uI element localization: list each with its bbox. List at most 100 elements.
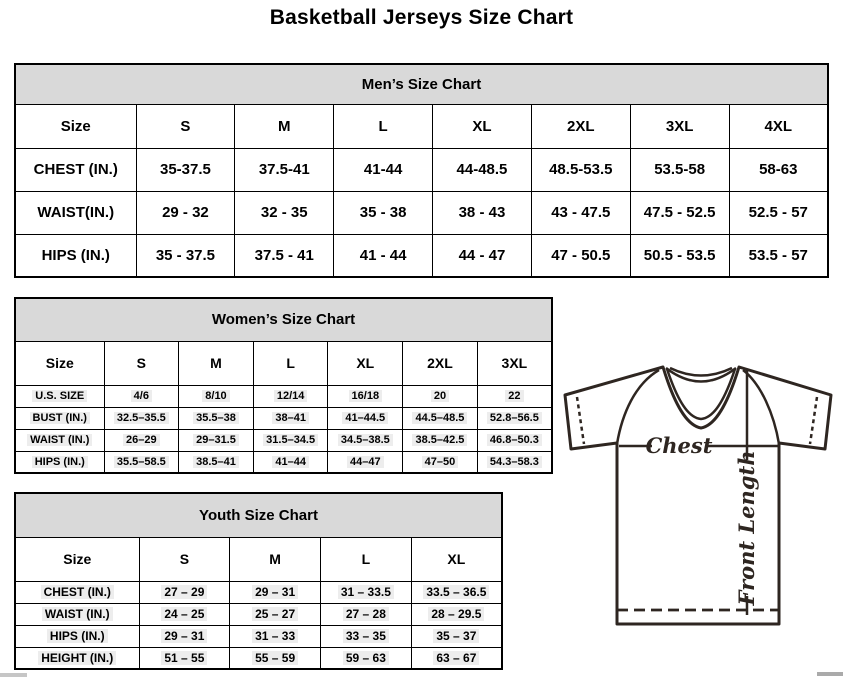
table-row: CHEST (IN.) 35-37.5 37.5-41 41-44 44-48.5 48.…	[14, 147, 829, 192]
collar-inner-line	[665, 368, 737, 421]
column-header: S	[103, 340, 180, 386]
size-value: 35 - 37.5	[155, 246, 216, 264]
row-label-cell: CHEST (IN.)	[14, 147, 137, 192]
size-value-cell: 29 – 31	[229, 580, 321, 604]
size-value: 44-48.5	[456, 161, 508, 178]
column-header: 3XL	[476, 340, 553, 386]
column-header: 3XL	[629, 103, 730, 149]
size-value-cell: 38 - 43	[432, 190, 532, 235]
jersey-outline-drawing: Chest Front Length	[563, 365, 833, 626]
size-value: 51 – 55	[161, 650, 208, 665]
horizontal-scrollbar-fragment-left[interactable]	[0, 673, 27, 677]
womens-size-chart-table: Women’s Size Chart Size S M L XL 2XL 3XL U.S. SI…	[14, 297, 553, 474]
row-label: HEIGHT (IN.)	[38, 650, 117, 665]
row-label-cell: HIPS (IN.)	[14, 450, 105, 474]
table-row: WAIST (IN.) 26–29 29–31.5 31.5–34.5 34.5–38.…	[14, 428, 553, 452]
size-value: 12/14	[273, 390, 308, 402]
size-value: 38 - 43	[458, 204, 506, 221]
size-value-cell: 52.8–56.5	[476, 406, 553, 430]
table-row: HIPS (IN.) 35.5–58.5 38.5–41 41–44 44–47 47–5…	[14, 450, 553, 474]
size-value: 44.5–48.5	[412, 412, 468, 424]
size-value-cell: 20	[402, 384, 478, 408]
size-value: 31 – 33	[252, 629, 299, 643]
size-value-cell: 41–44	[252, 450, 329, 474]
right-cuff-dashed-line	[808, 396, 819, 445]
size-value-cell: 16/18	[327, 384, 404, 408]
column-header: Size	[14, 340, 105, 386]
size-value-cell: 41 - 44	[333, 233, 434, 278]
row-label: HIPS (IN.)	[41, 246, 110, 264]
row-label-cell: WAIST(IN.)	[14, 190, 137, 235]
row-label: WAIST(IN.)	[37, 204, 115, 221]
size-value-cell: 35.5–38	[178, 406, 254, 430]
size-value: 44 - 47	[458, 246, 506, 264]
horizontal-scrollbar-fragment-right[interactable]	[817, 672, 843, 676]
size-value: 52.8–56.5	[486, 412, 542, 424]
row-label-cell: WAIST (IN.)	[14, 602, 140, 626]
size-value-cell: 44-48.5	[432, 147, 532, 192]
size-value-cell: 50.5 - 53.5	[629, 233, 730, 278]
column-header: M	[229, 536, 321, 582]
column-header: 2XL	[530, 103, 631, 149]
size-value-cell: 44–47	[327, 450, 404, 474]
table-row: HIPS (IN.) 29 – 31 31 – 33 33 – 35 35 – 37	[14, 624, 503, 648]
size-value-cell: 35 - 38	[333, 190, 434, 235]
size-value: 35-37.5	[159, 161, 211, 178]
table-row: WAIST(IN.) 29 - 32 32 - 35 35 - 38 38 - 43 43…	[14, 190, 829, 235]
size-value: 32.5–35.5	[113, 412, 169, 424]
row-label: HIPS (IN.)	[31, 455, 88, 468]
size-value: 35 - 38	[359, 204, 407, 221]
size-value: 35.5–38	[193, 412, 239, 424]
mens-size-chart-table: Men’s Size Chart Size S M L XL 2XL 3XL 4XL CHEST …	[14, 63, 829, 278]
size-value: 25 – 27	[252, 607, 299, 621]
page-title: Basketball Jerseys Size Chart	[269, 6, 574, 29]
size-value: 37.5 - 41	[254, 246, 314, 264]
size-value-cell: 32.5–35.5	[103, 406, 180, 430]
size-value-cell: 37.5-41	[234, 147, 335, 192]
size-value: 27 – 28	[342, 607, 389, 621]
size-value: 37.5-41	[258, 161, 310, 178]
youth-size-chart-table: Youth Size Chart Size S M L XL CHEST (IN.) 27 –…	[14, 492, 503, 670]
size-value: 48.5-53.5	[549, 161, 613, 178]
size-value: 29 – 31	[161, 629, 208, 643]
jersey-measurement-diagram: Chest Front Length	[556, 356, 838, 678]
column-header: L	[320, 536, 412, 582]
size-value-cell: 34.5–38.5	[327, 428, 404, 452]
size-value-cell: 26–29	[103, 428, 180, 452]
size-value: 26–29	[123, 434, 160, 446]
size-value-cell: 29 – 31	[138, 624, 231, 648]
size-value: 41-44	[363, 161, 403, 178]
row-label: WAIST (IN.)	[41, 607, 113, 621]
size-value-cell: 54.3–58.3	[476, 450, 553, 474]
row-label: CHEST (IN.)	[33, 161, 118, 178]
size-value-cell: 12/14	[252, 384, 329, 408]
column-header: S	[135, 103, 236, 149]
size-value: 35.5–58.5	[113, 455, 169, 468]
size-value: 53.5-58	[654, 161, 706, 178]
size-value: 33 – 35	[342, 629, 389, 643]
size-value-cell: 8/10	[178, 384, 254, 408]
row-label-cell: BUST (IN.)	[14, 406, 105, 430]
size-value: 41 - 44	[359, 246, 407, 264]
size-value-cell: 35-37.5	[135, 147, 236, 192]
size-value: 44–47	[347, 455, 384, 468]
size-value: 47–50	[421, 455, 459, 468]
column-header: XL	[432, 103, 532, 149]
size-value: 55 – 59	[252, 650, 299, 665]
size-value-cell: 58-63	[728, 147, 829, 192]
row-label: WAIST (IN.)	[27, 434, 93, 446]
size-value-cell: 28 – 29.5	[410, 602, 503, 626]
row-label-cell: HIPS (IN.)	[14, 233, 137, 278]
size-value-cell: 63 – 67	[410, 646, 503, 670]
size-value: 41–44	[272, 455, 309, 468]
size-value-cell: 38.5–42.5	[402, 428, 478, 452]
size-value: 58-63	[759, 161, 798, 178]
size-value-cell: 27 – 28	[320, 602, 412, 626]
size-value: 31 – 33.5	[337, 585, 394, 599]
size-value-cell: 24 – 25	[138, 602, 231, 626]
size-value-cell: 51 – 55	[138, 646, 231, 670]
size-value-cell: 41–44.5	[327, 406, 404, 430]
size-value-cell: 35 – 37	[410, 624, 503, 648]
size-value-cell: 52.5 - 57	[728, 190, 829, 235]
row-label-cell: HIPS (IN.)	[14, 624, 140, 648]
